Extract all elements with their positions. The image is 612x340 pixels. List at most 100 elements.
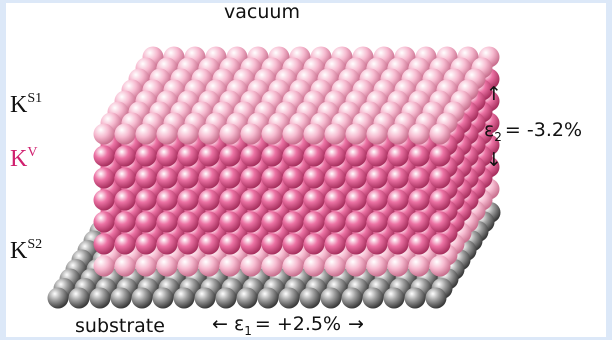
slab-atom [178, 168, 199, 189]
slab-atom [346, 168, 367, 189]
slab-atom [430, 234, 451, 255]
slab-atom [157, 256, 178, 277]
slab-atom [115, 256, 136, 277]
slab-atom [346, 190, 367, 211]
slab-atom [367, 234, 388, 255]
slab-atom [178, 212, 199, 233]
slab-atom [346, 256, 367, 277]
slab-atom [199, 234, 220, 255]
substrate-label: substrate [75, 315, 165, 337]
substrate-atom [132, 288, 153, 309]
slab-atom [262, 146, 283, 167]
slab-atom [220, 212, 241, 233]
slab-atom [325, 168, 346, 189]
slab-atom [367, 146, 388, 167]
slab-atom [115, 168, 136, 189]
slab-atom [157, 124, 178, 145]
slab-atom [409, 146, 430, 167]
substrate-atom [321, 288, 342, 309]
slab-atom [430, 212, 451, 233]
slab-atom [409, 256, 430, 277]
substrate-atom [90, 288, 111, 309]
slab-atom [304, 212, 325, 233]
slab-atom [430, 168, 451, 189]
slab-atom [409, 212, 430, 233]
slab-atom [283, 124, 304, 145]
slab-atom [388, 234, 409, 255]
slab-atom [283, 234, 304, 255]
slab-atom [388, 168, 409, 189]
arrow-down: ↓ [486, 149, 502, 171]
substrate-atom [258, 288, 279, 309]
slab-atom [388, 124, 409, 145]
slab-atom [94, 256, 115, 277]
slab-atom [94, 146, 115, 167]
slab-atom [199, 146, 220, 167]
slab-atom [220, 146, 241, 167]
slab-atom [325, 124, 346, 145]
slab-atom [430, 256, 451, 277]
substrate-atom [195, 288, 216, 309]
substrate-atom [279, 288, 300, 309]
slab-atom [346, 234, 367, 255]
slab-atom [136, 168, 157, 189]
substrate-atom [384, 288, 405, 309]
slab-atom [325, 212, 346, 233]
slab-atom [283, 212, 304, 233]
arrow-up: ↑ [486, 83, 502, 105]
slab-atom [283, 146, 304, 167]
slab-atom [157, 146, 178, 167]
slab-atom [94, 234, 115, 255]
arrow-left: ← [212, 313, 228, 335]
slab-atom [367, 168, 388, 189]
substrate-atom [48, 288, 69, 309]
slab-atom [199, 168, 220, 189]
substrate-atom [363, 288, 384, 309]
slab-atom [346, 124, 367, 145]
slab-atom [157, 168, 178, 189]
slab-atom [304, 190, 325, 211]
substrate-atom [216, 288, 237, 309]
slab-atom [220, 256, 241, 277]
slab-atom [157, 234, 178, 255]
slab-atom [304, 256, 325, 277]
slab-atom [262, 234, 283, 255]
slab-atom [115, 190, 136, 211]
slab-atom [241, 124, 262, 145]
slab-atom [94, 212, 115, 233]
slab-atom [157, 212, 178, 233]
slab-atom [262, 124, 283, 145]
slab-atom [94, 168, 115, 189]
slab-atom [220, 190, 241, 211]
slab-atom [430, 124, 451, 145]
slab-atom [178, 234, 199, 255]
slab-atom [304, 124, 325, 145]
slab-atom [325, 234, 346, 255]
slab-atom [430, 190, 451, 211]
substrate-atom [69, 288, 90, 309]
diagram: vacuum KS1 KV KS2 substrate ← ε1= +2.5% … [0, 0, 612, 340]
slab-atom [136, 234, 157, 255]
slab-atom [304, 234, 325, 255]
slab-atom [409, 168, 430, 189]
slab-atom [178, 190, 199, 211]
arrow-right: → [348, 313, 364, 335]
slab-atom [409, 234, 430, 255]
slab-atom [304, 146, 325, 167]
slab-atom [262, 212, 283, 233]
slab-atom [367, 212, 388, 233]
slab-atom [388, 190, 409, 211]
slab-atom [241, 234, 262, 255]
page: vacuum KS1 KV KS2 substrate ← ε1= +2.5% … [0, 0, 612, 340]
slab-atom [241, 146, 262, 167]
slab-atom [241, 168, 262, 189]
slab-atom [115, 212, 136, 233]
slab-atom [178, 146, 199, 167]
slab-atom [430, 146, 451, 167]
slab-atom [136, 212, 157, 233]
slab-atom [325, 146, 346, 167]
substrate-atom [174, 288, 195, 309]
substrate-atom [300, 288, 321, 309]
slab-atom [325, 190, 346, 211]
slab-atom [367, 190, 388, 211]
